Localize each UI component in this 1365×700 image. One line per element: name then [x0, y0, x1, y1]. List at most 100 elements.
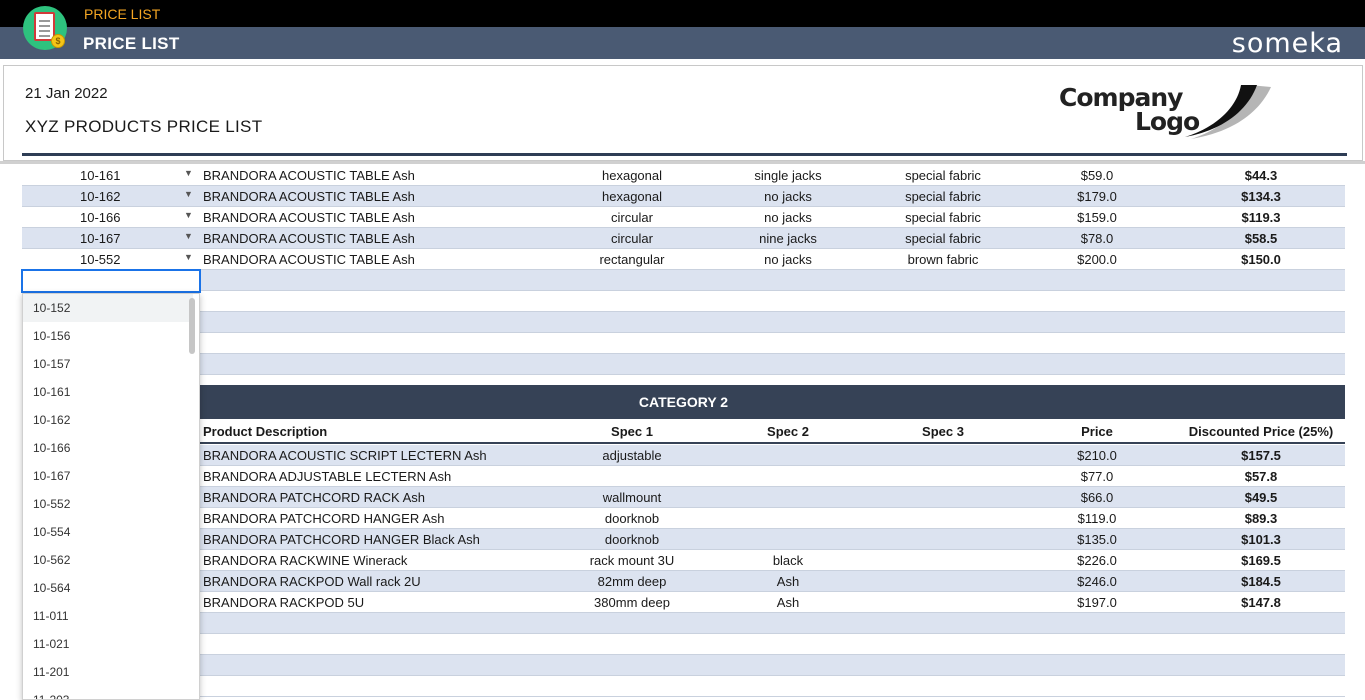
empty-row[interactable] — [22, 312, 1345, 333]
dropdown-option[interactable]: 10-157 — [33, 357, 71, 371]
spec-1: circular — [611, 210, 653, 225]
price: $200.0 — [1077, 252, 1117, 267]
active-cell-selection[interactable] — [21, 269, 201, 293]
product-code[interactable]: 10-161 — [80, 168, 121, 183]
table-row[interactable]: BRANDORA PATCHCORD HANGER Ash doorknob $… — [22, 508, 1345, 529]
spec-1: wallmount — [602, 490, 662, 505]
header-divider — [22, 153, 1347, 156]
empty-row[interactable] — [22, 270, 1345, 291]
date-label: 21 Jan 2022 — [25, 85, 108, 102]
price: $246.0 — [1077, 574, 1117, 589]
spec-1: hexagonal — [602, 168, 662, 183]
header-price: Price — [1081, 424, 1113, 439]
product-code-dropdown[interactable]: 10-152 10-156 10-157 10-161 10-162 10-16… — [22, 293, 200, 700]
dropdown-option[interactable]: 11-021 — [33, 637, 70, 651]
frozen-pane-divider — [0, 161, 1365, 164]
dropdown-option[interactable]: 10-166 — [33, 441, 71, 455]
spec-2: no jacks — [764, 189, 812, 204]
spec-3: special fabric — [905, 168, 981, 183]
empty-row[interactable] — [22, 634, 1345, 655]
header-panel: 21 Jan 2022 XYZ PRODUCTS PRICE LIST Comp… — [3, 65, 1363, 161]
spec-1: 82mm deep — [597, 574, 667, 589]
dropdown-option[interactable]: 10-167 — [33, 469, 71, 483]
price: $77.0 — [1080, 469, 1114, 484]
clipboard-icon — [34, 12, 55, 41]
dropdown-option[interactable]: 10-156 — [33, 329, 71, 343]
price: $179.0 — [1077, 189, 1117, 204]
product-description: BRANDORA ACOUSTIC TABLE Ash — [203, 231, 415, 246]
dropdown-option[interactable]: 11-203 — [33, 693, 70, 700]
product-description: BRANDORA RACKPOD Wall rack 2U — [203, 574, 421, 589]
dropdown-arrow-icon[interactable]: ▼ — [184, 210, 193, 220]
column-header-row: Product Description Spec 1 Spec 2 Spec 3… — [22, 420, 1345, 444]
product-description: BRANDORA ACOUSTIC SCRIPT LECTERN Ash — [203, 448, 487, 463]
table-row[interactable]: BRANDORA RACKPOD Wall rack 2U 82mm deep … — [22, 571, 1345, 592]
discounted-price: $147.8 — [1241, 595, 1281, 610]
header-spec-1: Spec 1 — [611, 424, 653, 439]
spec-2: single jacks — [754, 168, 822, 183]
product-description: BRANDORA RACKPOD 5U — [203, 595, 365, 610]
discounted-price: $89.3 — [1244, 511, 1278, 526]
header-spec-2: Spec 2 — [767, 424, 809, 439]
discounted-price: $49.5 — [1244, 490, 1278, 505]
logo-line-1: Company — [1059, 83, 1183, 112]
table-row[interactable]: 10-552 ▼ BRANDORA ACOUSTIC TABLE Ash rec… — [22, 249, 1345, 270]
dropdown-option[interactable]: 11-201 — [33, 665, 70, 679]
product-code[interactable]: 10-167 — [80, 231, 121, 246]
spec-3: special fabric — [905, 189, 981, 204]
table-row[interactable]: BRANDORA RACKPOD 5U 380mm deep Ash $197.… — [22, 592, 1345, 613]
table-row[interactable]: 10-161 ▼ BRANDORA ACOUSTIC TABLE Ash hex… — [22, 165, 1345, 186]
product-description: BRANDORA ADJUSTABLE LECTERN Ash — [203, 469, 452, 484]
empty-row[interactable] — [22, 291, 1345, 312]
discounted-price: $44.3 — [1244, 168, 1278, 183]
coin-icon: $ — [51, 34, 65, 48]
dropdown-arrow-icon[interactable]: ▼ — [184, 252, 193, 262]
product-description: BRANDORA PATCHCORD HANGER Black Ash — [203, 532, 480, 547]
table-row[interactable]: BRANDORA ADJUSTABLE LECTERN Ash $77.0 $5… — [22, 466, 1345, 487]
product-code[interactable]: 10-166 — [80, 210, 121, 225]
dropdown-option[interactable]: 11-011 — [33, 609, 69, 623]
empty-row[interactable] — [22, 354, 1345, 375]
empty-row[interactable] — [22, 333, 1345, 354]
price: $226.0 — [1077, 553, 1117, 568]
table-row[interactable]: 10-167 ▼ BRANDORA ACOUSTIC TABLE Ash cir… — [22, 228, 1345, 249]
header-description: Product Description — [203, 424, 328, 439]
dropdown-arrow-icon[interactable]: ▼ — [184, 189, 193, 199]
logo-line-2: Logo — [1135, 107, 1200, 136]
spec-1: 380mm deep — [594, 595, 670, 610]
discounted-price: $57.8 — [1244, 469, 1278, 484]
table-row[interactable]: BRANDORA PATCHCORD RACK Ash wallmount $6… — [22, 487, 1345, 508]
empty-row[interactable] — [22, 613, 1345, 634]
sheet-title: PRICE LIST — [84, 6, 161, 22]
table-row[interactable]: BRANDORA ACOUSTIC SCRIPT LECTERN Ash adj… — [22, 445, 1345, 466]
dropdown-option[interactable]: 10-554 — [33, 525, 71, 539]
spec-1: adjustable — [602, 448, 662, 463]
dropdown-option[interactable]: 10-552 — [33, 497, 71, 511]
price: $197.0 — [1077, 595, 1117, 610]
table-row[interactable]: 10-162 ▼ BRANDORA ACOUSTIC TABLE Ash hex… — [22, 186, 1345, 207]
empty-row[interactable] — [22, 676, 1345, 697]
dropdown-arrow-icon[interactable]: ▼ — [184, 231, 193, 241]
dropdown-scrollbar[interactable] — [189, 298, 195, 354]
dropdown-arrow-icon[interactable]: ▼ — [184, 168, 193, 178]
dropdown-option[interactable]: 10-162 — [33, 413, 71, 427]
price: $119.0 — [1077, 511, 1117, 526]
spec-2: black — [772, 553, 804, 568]
dropdown-option[interactable]: 10-152 — [23, 294, 193, 322]
table-row[interactable]: 10-166 ▼ BRANDORA ACOUSTIC TABLE Ash cir… — [22, 207, 1345, 228]
product-code[interactable]: 10-162 — [80, 189, 121, 204]
spec-1: hexagonal — [602, 189, 662, 204]
header-spec-3: Spec 3 — [922, 424, 964, 439]
table-row[interactable]: BRANDORA PATCHCORD HANGER Black Ash door… — [22, 529, 1345, 550]
list-title: XYZ PRODUCTS PRICE LIST — [25, 117, 263, 136]
dropdown-option[interactable]: 10-161 — [33, 385, 71, 399]
header-discounted-price: Discounted Price (25%) — [1188, 424, 1334, 439]
product-code[interactable]: 10-552 — [80, 252, 121, 267]
dropdown-option[interactable]: 10-564 — [33, 581, 71, 595]
brand-logo[interactable]: someka — [1231, 28, 1343, 59]
discounted-price: $58.5 — [1244, 231, 1278, 246]
table-row[interactable]: BRANDORA RACKWINE Winerack rack mount 3U… — [22, 550, 1345, 571]
empty-row[interactable] — [22, 655, 1345, 676]
dropdown-option[interactable]: 10-562 — [33, 553, 71, 567]
discounted-price: $157.5 — [1241, 448, 1281, 463]
